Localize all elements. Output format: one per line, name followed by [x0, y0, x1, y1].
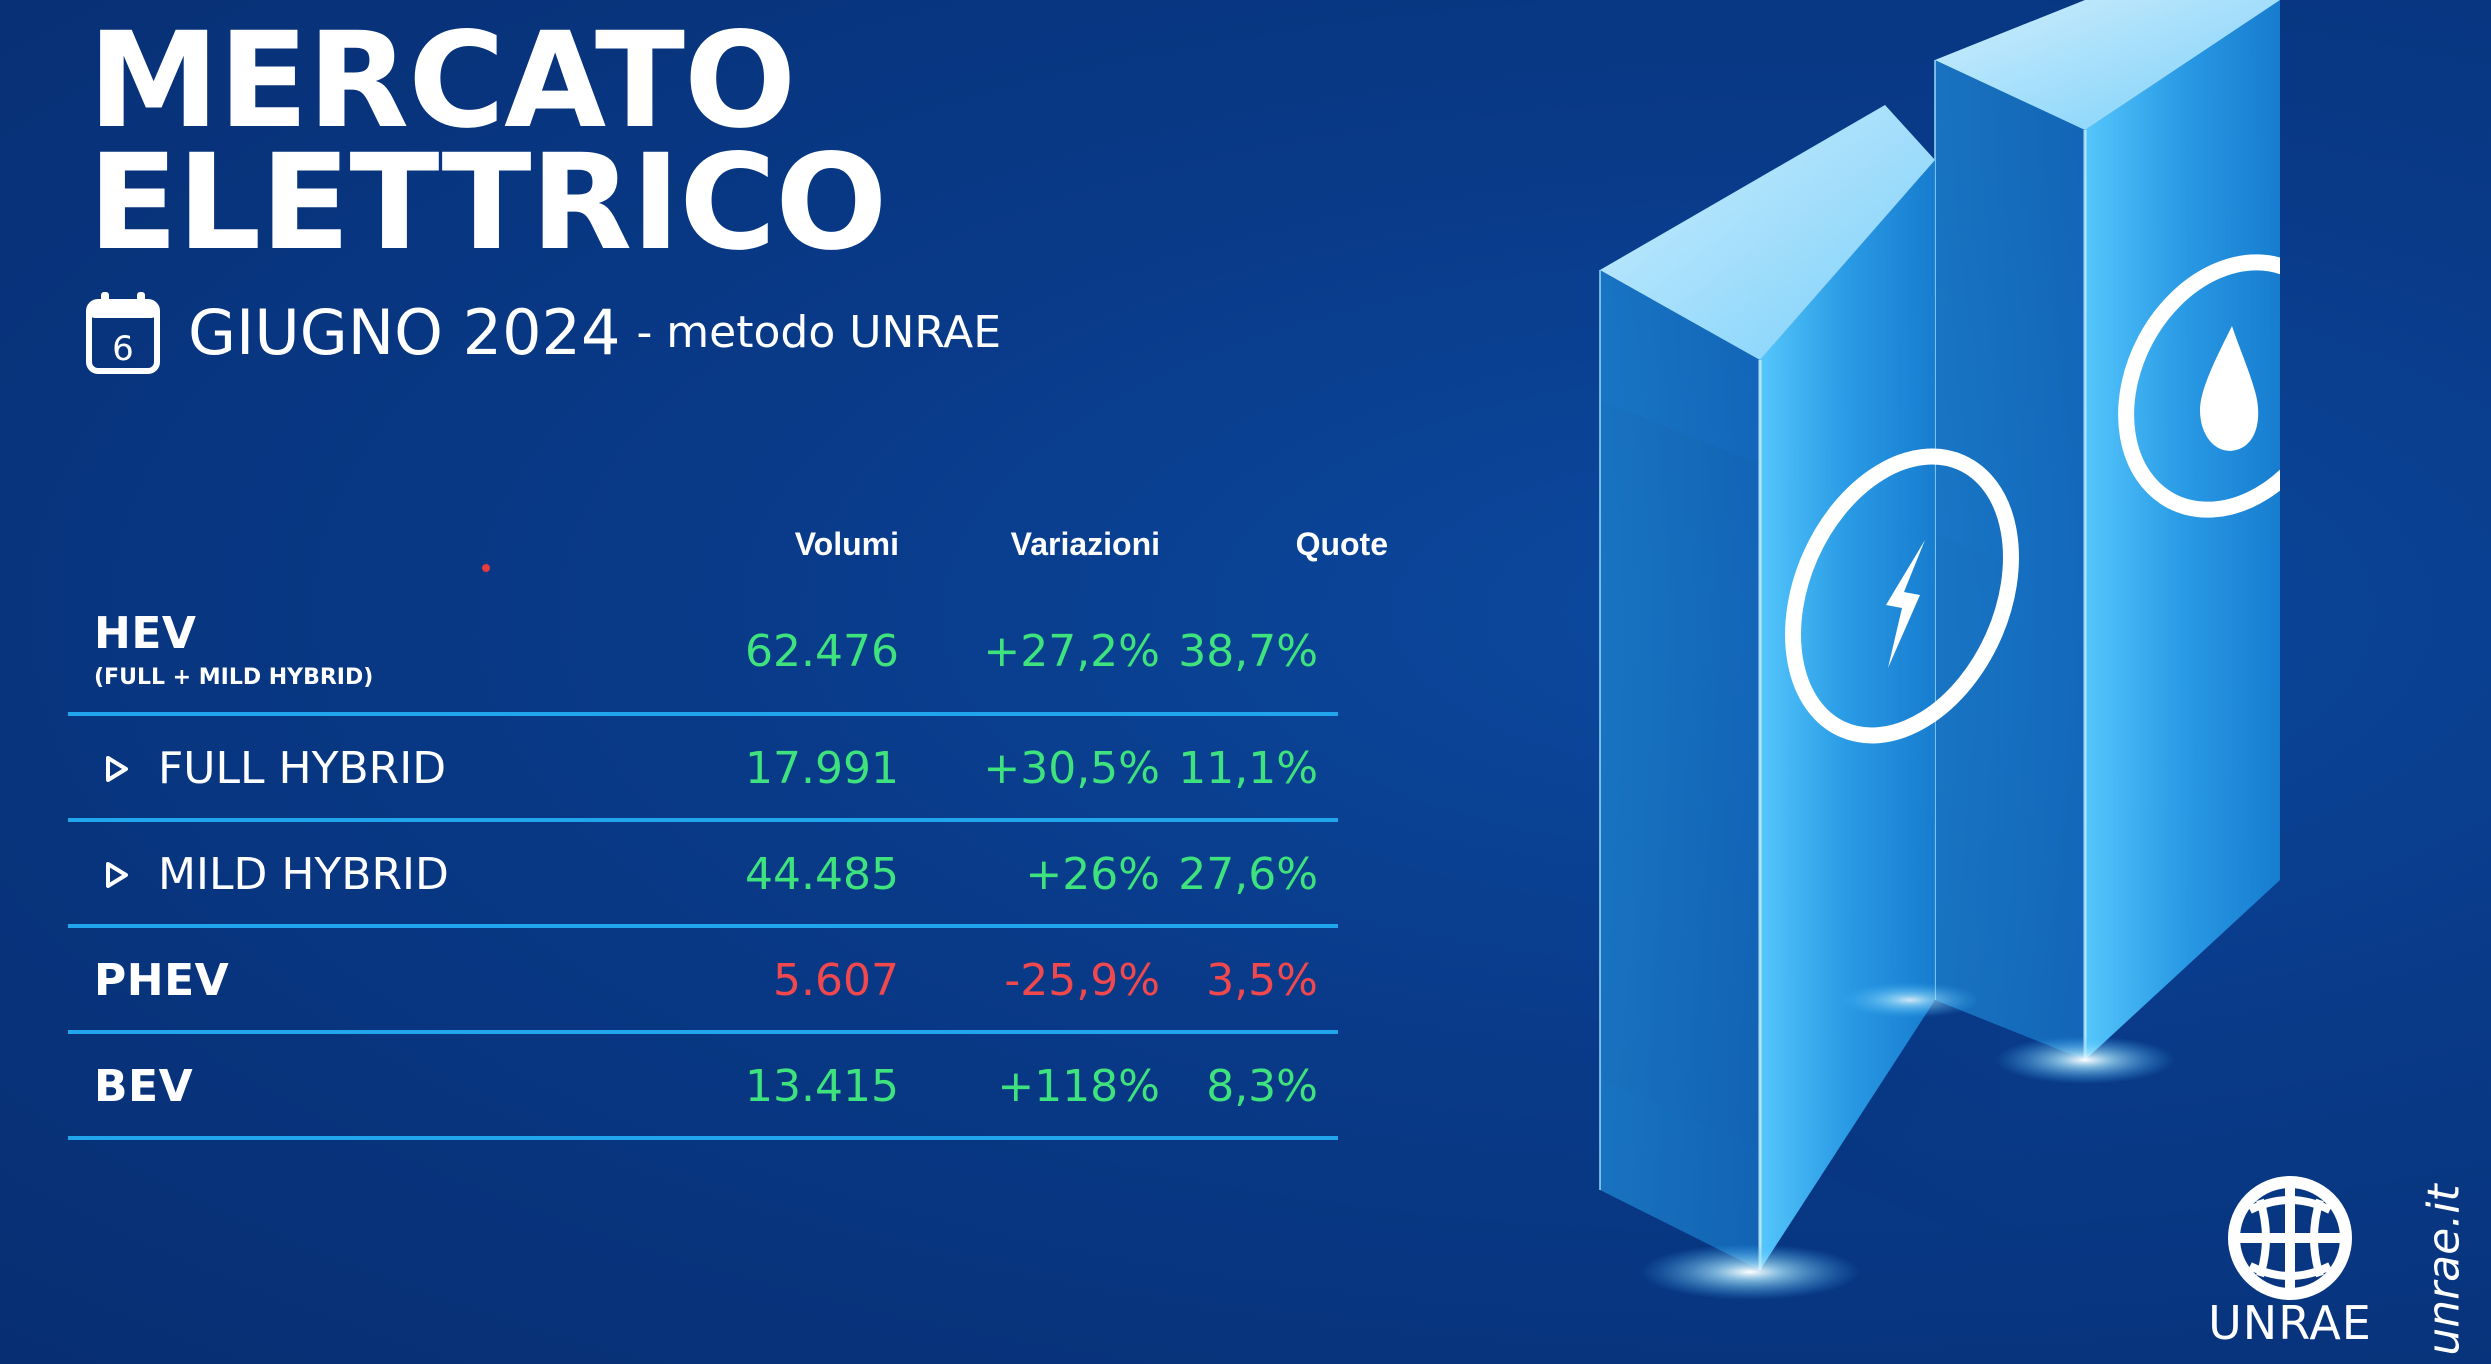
- report-method: - metodo UNRAE: [636, 306, 1002, 358]
- red-dot-mark: [482, 564, 490, 572]
- website-text: unrae.it: [2418, 1184, 2470, 1356]
- website-link[interactable]: unrae.it: [2418, 1184, 2470, 1356]
- market-table: Volumi Variazioni Quote HEV (FULL + MILD…: [68, 510, 1388, 1140]
- row-label-group: PHEV: [94, 955, 229, 1006]
- lightning-bolt-icon: [1886, 540, 1925, 668]
- row-label-group: FULL HYBRID: [104, 743, 446, 794]
- table-row-phev: PHEV 5.607 -25,9% 3,5%: [68, 928, 1338, 1034]
- right-column: [1934, 0, 2280, 1084]
- variation-value: +26%: [1025, 849, 1160, 900]
- page-title: MERCATO ELETTRICO: [88, 4, 887, 280]
- header-volumes: Volumi: [794, 526, 899, 562]
- triangle-right-icon: [106, 755, 128, 782]
- share-value: 8,3%: [1206, 1061, 1318, 1112]
- variation-value: +30,5%: [983, 743, 1160, 794]
- share-value: 3,5%: [1206, 955, 1318, 1006]
- header-variations: Variazioni: [1010, 526, 1160, 562]
- table-row-full-hybrid: FULL HYBRID 17.991 +30,5% 11,1%: [68, 716, 1338, 822]
- volume-value: 13.415: [745, 1061, 899, 1112]
- volume-value: 17.991: [745, 743, 899, 794]
- row-label: PHEV: [94, 955, 230, 1006]
- title-line-1: MERCATO: [88, 4, 796, 158]
- volume-value: 5.607: [773, 955, 899, 1006]
- calendar-icon: 6: [86, 292, 160, 374]
- charging-columns-illustration: [1599, 0, 2280, 1300]
- row-label-group: BEV: [94, 1061, 193, 1112]
- table-row-mild-hybrid: MILD HYBRID 44.485 +26% 27,6%: [68, 822, 1338, 928]
- variation-value: +118%: [997, 1061, 1160, 1112]
- variation-value: -25,9%: [1004, 955, 1160, 1006]
- share-value: 27,6%: [1178, 849, 1318, 900]
- unrae-logo: [2228, 1176, 2352, 1300]
- triangle-right-icon: [106, 861, 128, 888]
- row-sublabel: (FULL + MILD HYBRID): [94, 665, 374, 690]
- report-date: GIUGNO 2024: [188, 295, 621, 369]
- row-label: FULL HYBRID: [158, 743, 447, 794]
- row-label: HEV: [94, 608, 197, 659]
- volume-value: 62.476: [745, 626, 899, 677]
- title-line-2: ELETTRICO: [88, 126, 887, 280]
- unrae-logo-text: UNRAE: [2208, 1296, 2372, 1350]
- row-label: BEV: [94, 1061, 194, 1112]
- row-label-group: MILD HYBRID: [104, 849, 449, 900]
- fuel-drop-icon: [2200, 326, 2259, 451]
- row-label-group: HEV (FULL + MILD HYBRID): [94, 608, 373, 690]
- header-shares: Quote: [1295, 526, 1388, 562]
- table-row-hev: HEV (FULL + MILD HYBRID) 62.476 +27,2% 3…: [68, 590, 1338, 716]
- table-header: Volumi Variazioni Quote: [68, 510, 1388, 590]
- share-value: 38,7%: [1178, 626, 1318, 677]
- left-column: [1599, 105, 2019, 1300]
- table-row-bev: BEV 13.415 +118% 8,3%: [68, 1034, 1338, 1140]
- volume-value: 44.485: [745, 849, 899, 900]
- share-value: 11,1%: [1178, 743, 1318, 794]
- row-label: MILD HYBRID: [158, 849, 449, 900]
- report-period: 6 GIUGNO 2024 - metodo UNRAE: [86, 290, 1001, 374]
- calendar-day: 6: [112, 329, 134, 369]
- variation-value: +27,2%: [983, 626, 1160, 677]
